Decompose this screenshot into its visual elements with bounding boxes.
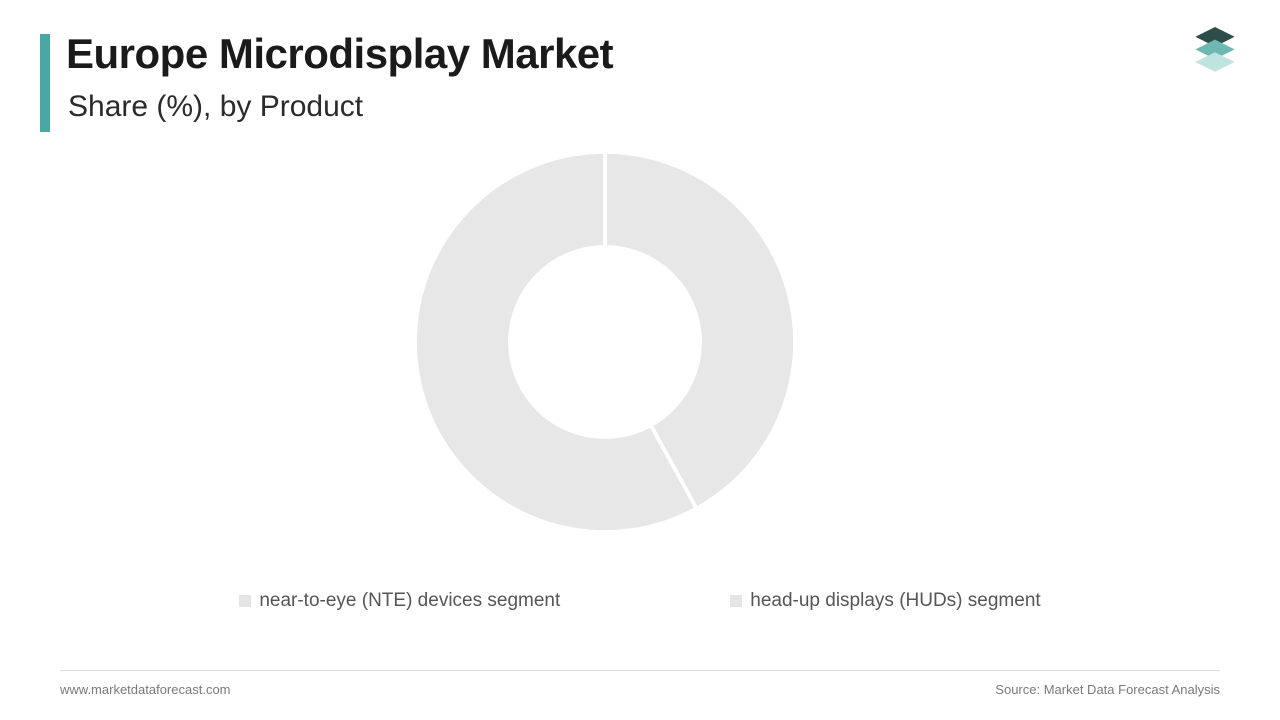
legend-label: head-up displays (HUDs) segment — [750, 590, 1040, 612]
brand-logo — [1180, 20, 1250, 90]
page-title: Europe Microdisplay Market — [66, 30, 613, 78]
footer-left-text: www.marketdataforecast.com — [60, 682, 231, 697]
page-subtitle: Share (%), by Product — [68, 90, 363, 124]
legend-item-hud: head-up displays (HUDs) segment — [730, 590, 1040, 612]
legend: near-to-eye (NTE) devices segment head-u… — [0, 590, 1280, 612]
legend-label: near-to-eye (NTE) devices segment — [259, 590, 560, 612]
footer-rule — [60, 670, 1220, 671]
accent-bar — [40, 34, 50, 132]
legend-item-nte: near-to-eye (NTE) devices segment — [239, 590, 560, 612]
legend-swatch — [730, 595, 742, 607]
stacked-layers-icon — [1180, 20, 1250, 90]
donut-chart — [415, 152, 795, 532]
footer-right-text: Source: Market Data Forecast Analysis — [995, 682, 1220, 697]
legend-swatch — [239, 595, 251, 607]
chart-canvas: Europe Microdisplay Market Share (%), by… — [0, 0, 1280, 720]
